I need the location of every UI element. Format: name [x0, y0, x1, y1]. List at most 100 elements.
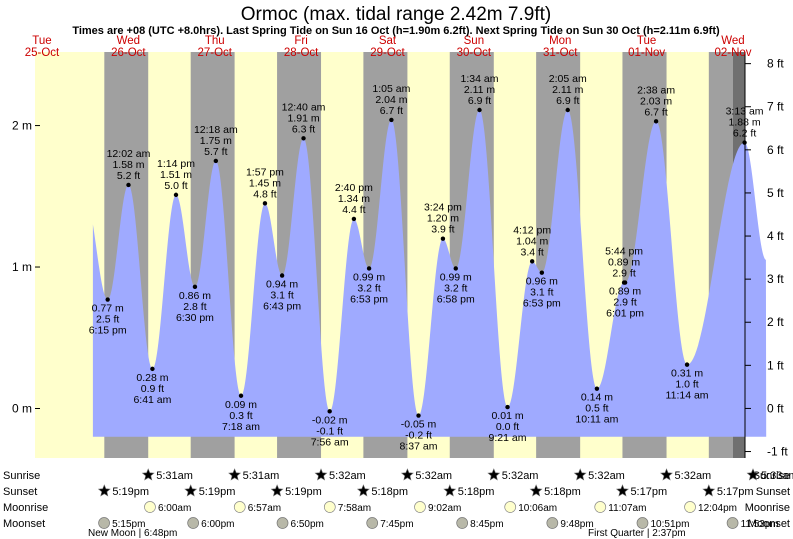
moonset-time: 8:45pm [470, 519, 503, 530]
sunrise-time: 5:31am [156, 470, 193, 482]
tide-label-time: 6:30 pm [176, 312, 214, 324]
day-label-dow: Fri [294, 35, 307, 47]
tide-label-m: 2.11 m [464, 84, 496, 96]
tide-label-m: 0.99 m [440, 271, 472, 283]
day-label-date: 30-Oct [457, 47, 492, 59]
almanac-label-right: Sunrise [753, 470, 790, 482]
tide-point [105, 297, 110, 302]
tide-label-time: 9:21 am [489, 432, 527, 444]
tide-point [622, 280, 628, 285]
tide-label-ft: 3.2 ft [444, 282, 467, 294]
moon-phase-first-quarter: First Quarter | 2:37pm [588, 528, 686, 539]
moonset-time: 6:00pm [201, 519, 234, 530]
tide-label-ft: 2.5 ft [96, 314, 119, 326]
tide-label-ft: 0.0 ft [496, 421, 519, 433]
tide-point [453, 266, 458, 271]
sunrise-time: 5:32am [675, 470, 712, 482]
tide-label-ft: 3.2 ft [357, 282, 380, 294]
y-tick-label-ft: 5 ft [767, 186, 784, 200]
sunrise-time: 5:31am [243, 470, 280, 482]
tide-label-time: 1:34 am [461, 73, 499, 85]
day-label-dow: Wed [721, 35, 744, 47]
tide-label-m: 1.04 m [516, 235, 548, 247]
sunrise-time: 5:32am [415, 470, 452, 482]
y-tick-label-m: 2 m [12, 119, 32, 133]
sunset-icon [443, 484, 457, 497]
tide-label-m: 0.09 m [225, 399, 257, 411]
tide-label-ft: 5.2 ft [117, 170, 140, 182]
y-tick-label-ft: 8 ft [767, 57, 784, 71]
sunset-icon [702, 484, 716, 497]
tide-point [539, 270, 545, 275]
moonrise-time: 7:58am [338, 503, 371, 514]
y-tick-label-ft: 0 ft [767, 401, 784, 415]
tide-label-ft: 2.9 ft [612, 268, 635, 280]
sunrise-icon [141, 468, 155, 481]
moonset-icon [366, 517, 379, 529]
sunrise-icon [228, 468, 242, 481]
y-tick-label-ft: 4 ft [767, 229, 784, 243]
tide-label-ft: 3.9 ft [431, 224, 454, 236]
moonset-icon [546, 517, 559, 529]
tide-label-ft: 3.4 ft [520, 246, 543, 258]
sunrise-time: 5:32am [502, 470, 539, 482]
y-axes: 0 m 1 m 2 m -1 ft 0 ft 1 ft 2 ft 3 ft 4 ft 5 ft 6 … [12, 52, 788, 459]
moonset-icon [98, 517, 110, 529]
sunset-time: 5:19pm [285, 486, 322, 498]
tide-label-time: 11:14 am [666, 390, 709, 402]
y-tick-label-ft: 6 ft [767, 143, 784, 157]
tide-label-time: 2:40 pm [335, 182, 373, 194]
tide-point [477, 107, 482, 113]
tide-label-m: 0.94 m [266, 279, 298, 291]
sunrise-icon [314, 468, 328, 481]
moonrise-time: 12:04pm [698, 503, 737, 514]
tide-label-time: 10:11 am [575, 414, 618, 426]
almanac-label-left: Sunrise [3, 470, 40, 482]
sunset-icon [529, 484, 543, 497]
almanac-label-right: Moonrise [745, 502, 790, 514]
tide-label-time: 3:24 pm [424, 202, 462, 214]
sunset-time: 5:18pm [371, 486, 408, 498]
moonset-time: 5:15pm [112, 519, 145, 530]
sunset-time: 5:19pm [199, 486, 236, 498]
tide-point [440, 236, 446, 241]
tide-label-time: 6:41 am [133, 394, 171, 406]
day-label-dow: Tue [637, 35, 656, 47]
sunrise-icon [573, 468, 587, 481]
tide-point [416, 413, 421, 418]
tide-label-time: 12:02 am [107, 148, 151, 160]
tide-label-ft: 0.3 ft [229, 410, 252, 422]
tide-label-m: 2.03 m [640, 95, 672, 107]
tide-label-ft: 4.4 ft [342, 204, 365, 216]
tide-label-m: 0.86 m [179, 290, 211, 302]
tide-point [192, 284, 198, 290]
tide-point [150, 366, 155, 372]
tide-point [653, 119, 659, 124]
moonset-time: 7:45pm [380, 519, 413, 530]
tide-point [213, 158, 219, 164]
sunrise-time: 5:33am [761, 470, 793, 482]
sunset-icon [184, 484, 198, 497]
sunset-time: 5:17pm [717, 486, 754, 498]
day-label-dow: Sun [464, 35, 484, 47]
tide-label-m: 0.28 m [136, 372, 168, 384]
tide-label-ft: 6.3 ft [292, 123, 315, 135]
tide-point [126, 182, 131, 188]
tide-label-ft: 2.8 ft [183, 301, 206, 313]
day-label-date: 29-Oct [370, 47, 405, 59]
tide-label-m: 0.96 m [526, 276, 558, 288]
tide-label-m: 2.04 m [375, 94, 407, 106]
moonrise-icon [504, 501, 517, 513]
moonrise-time: 9:02am [428, 503, 461, 514]
tide-label-m: 0.89 m [608, 257, 640, 269]
tide-label-time: 6:53 pm [350, 293, 388, 305]
sunrise-icon [746, 468, 760, 481]
tide-point [684, 362, 690, 367]
sunset-icon [270, 484, 284, 497]
tide-point [389, 117, 394, 123]
tide-label-ft: 2.9 ft [613, 297, 636, 309]
sunset-icon [615, 484, 629, 497]
y-tick-label-ft: 1 ft [767, 358, 784, 372]
tide-label-ft: 3.1 ft [530, 287, 553, 299]
y-tick-label-ft: -1 ft [767, 445, 788, 459]
